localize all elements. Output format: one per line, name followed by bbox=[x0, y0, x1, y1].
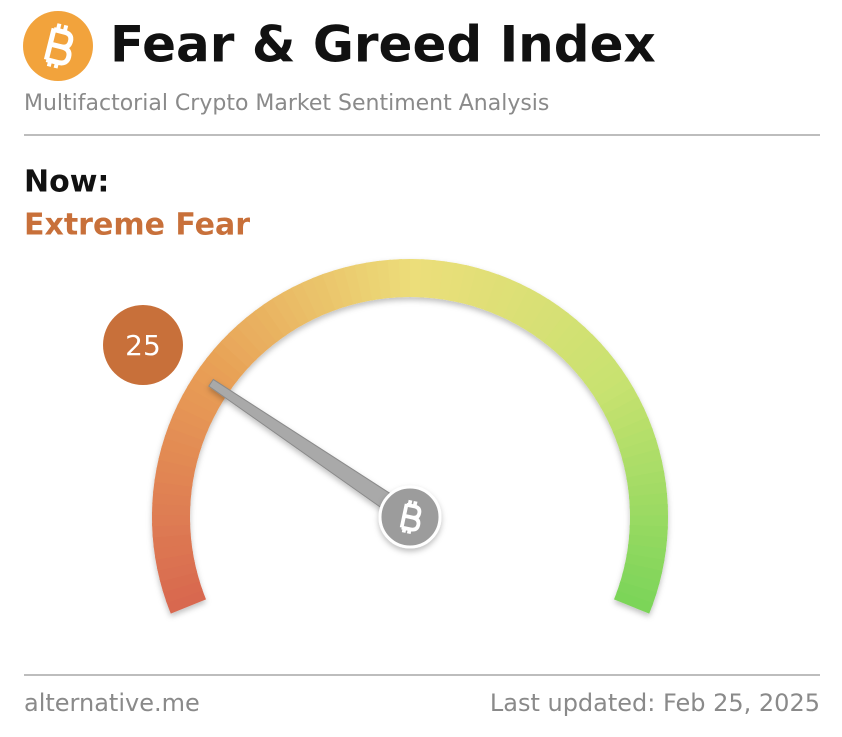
source: alternative.me bbox=[24, 689, 200, 717]
gauge: 25 bbox=[103, 259, 668, 614]
hub-icon bbox=[399, 499, 422, 534]
last-updated: Last updated: Feb 25, 2025 bbox=[490, 689, 820, 717]
now-label: Now: bbox=[24, 165, 109, 200]
value-badge bbox=[103, 305, 183, 385]
subtitle: Multifactorial Crypto Market Sentiment A… bbox=[24, 91, 549, 116]
title: Fear & Greed Index bbox=[110, 16, 656, 74]
hub-icon-shape bbox=[399, 499, 422, 534]
classification: Extreme Fear bbox=[24, 208, 250, 243]
gauge-segment bbox=[613, 590, 654, 614]
logo bbox=[23, 11, 93, 81]
gauge-arc bbox=[152, 259, 668, 614]
value-label: 25 bbox=[125, 329, 161, 362]
